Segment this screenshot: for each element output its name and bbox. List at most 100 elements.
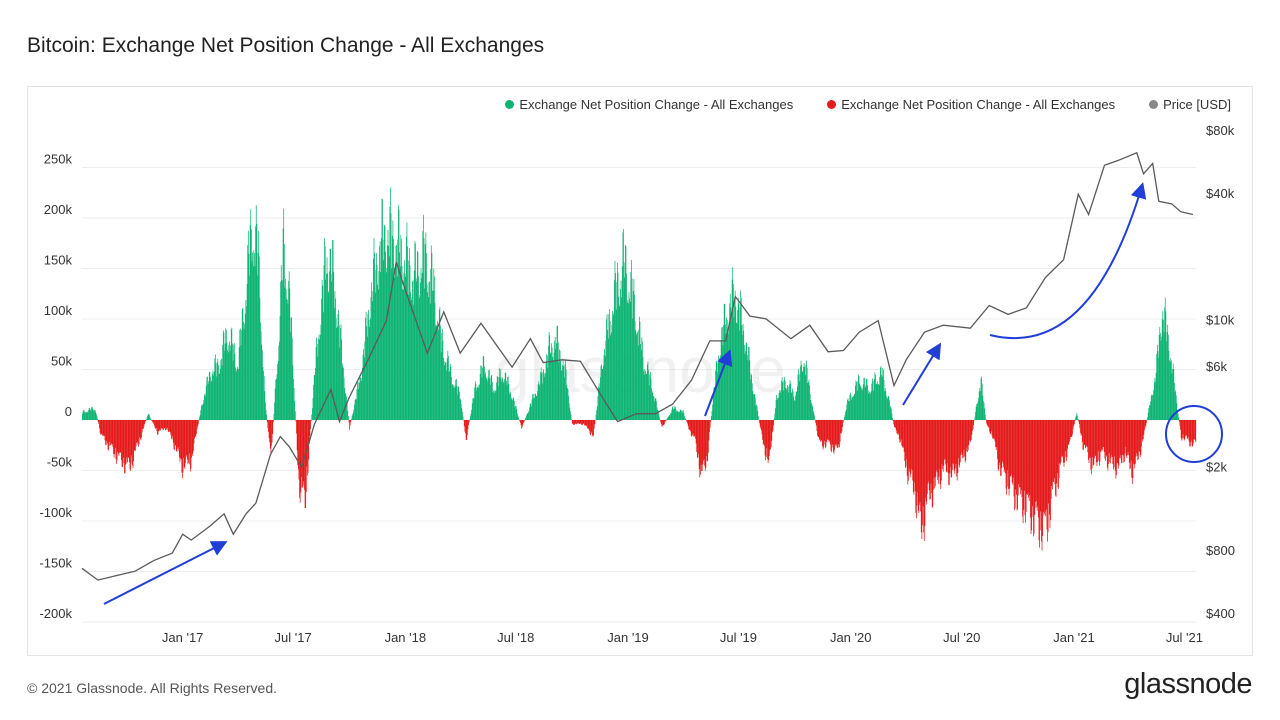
inflow-bar: [546, 355, 548, 420]
outflow-bar: [905, 420, 907, 467]
outflow-bar: [956, 420, 958, 481]
inflow-bar: [415, 278, 417, 420]
outflow-bar: [1134, 420, 1136, 469]
outflow-bar: [1091, 420, 1093, 469]
inflow-bar: [372, 301, 374, 420]
outflow-bar: [919, 420, 921, 503]
inflow-bar: [547, 367, 549, 420]
outflow-bar: [951, 420, 953, 470]
inflow-bar: [634, 294, 635, 420]
inflow-bar: [477, 387, 479, 420]
inflow-bar: [788, 392, 790, 420]
outflow-bar: [828, 420, 830, 443]
inflow-bar: [226, 342, 228, 420]
inflow-bar: [734, 297, 735, 420]
inflow-bar: [528, 410, 530, 420]
inflow-bar: [239, 329, 241, 420]
outflow-bar: [833, 420, 835, 454]
outflow-bar: [950, 420, 952, 478]
inflow-bar: [1164, 307, 1166, 420]
outflow-bar: [594, 420, 596, 425]
inflow-bar: [480, 366, 482, 420]
inflow-bar: [385, 251, 386, 420]
outflow-bar: [930, 420, 931, 500]
inflow-bar: [293, 387, 295, 420]
inflow-bar: [1171, 373, 1173, 420]
outflow-bar: [1055, 420, 1056, 496]
outflow-bar: [694, 420, 696, 436]
inflow-bar: [382, 199, 383, 420]
outflow-bar: [185, 420, 186, 464]
outflow-bar: [1044, 420, 1045, 514]
inflow-bar: [525, 417, 527, 420]
inflow-bar: [597, 396, 599, 420]
inflow-bar: [678, 411, 679, 420]
trend-arrow-2019: [704, 349, 733, 417]
outflow-bar: [114, 420, 116, 455]
outflow-bar: [942, 420, 944, 472]
inflow-bar: [470, 413, 472, 420]
inflow-bar: [632, 318, 634, 420]
outflow-bar: [822, 420, 824, 450]
inflow-bar: [338, 324, 340, 420]
inflow-bar: [756, 406, 758, 420]
outflow-bar: [928, 420, 929, 482]
outflow-bar: [986, 420, 987, 424]
outflow-bar: [296, 420, 298, 451]
inflow-bar: [524, 420, 526, 421]
inflow-bar: [231, 327, 233, 420]
inflow-bar: [375, 269, 377, 420]
outflow-bar: [1057, 420, 1059, 488]
outflow-bar: [124, 420, 126, 474]
inflow-bar: [292, 365, 294, 420]
inflow-bar: [387, 229, 389, 420]
inflow-bar: [744, 353, 746, 420]
outflow-bar: [171, 420, 173, 440]
legend-item-positive[interactable]: Exchange Net Position Change - All Excha…: [505, 97, 793, 112]
legend-item-negative[interactable]: Exchange Net Position Change - All Excha…: [827, 97, 1115, 112]
outflow-bar: [969, 420, 971, 441]
inflow-bar: [485, 377, 487, 420]
outflow-bar: [1114, 420, 1115, 457]
outflow-bar: [174, 420, 175, 451]
inflow-bar: [488, 369, 490, 420]
outflow-bar: [1081, 420, 1083, 435]
outflow-bar: [1103, 420, 1105, 452]
inflow-bar: [278, 345, 280, 420]
outflow-bar: [1052, 420, 1054, 482]
inflow-bar: [737, 297, 739, 420]
outflow-bar: [1002, 420, 1003, 462]
outflow-bar: [136, 420, 138, 442]
inflow-bar: [366, 326, 368, 420]
inflow-bar: [779, 392, 781, 420]
inflow-bar: [1148, 407, 1150, 420]
inflow-bar: [751, 374, 752, 420]
legend-item-price[interactable]: Price [USD]: [1149, 97, 1231, 112]
outflow-bar: [158, 420, 160, 430]
inflow-bar: [854, 385, 856, 420]
outflow-bar: [153, 420, 155, 424]
outflow-bar: [1131, 420, 1133, 485]
inflow-bar: [615, 272, 616, 420]
inflow-bar: [635, 334, 637, 420]
outflow-bar: [1031, 420, 1033, 531]
outflow-bar: [1119, 420, 1121, 456]
inflow-bar: [274, 388, 276, 420]
inflow-bar: [245, 299, 247, 420]
outflow-bar: [897, 420, 898, 435]
outflow-bar: [1144, 420, 1145, 431]
outflow-bar: [581, 420, 583, 426]
inflow-bar: [91, 406, 93, 420]
inflow-bar: [862, 384, 864, 420]
outflow-bar: [198, 420, 200, 421]
outflow-bar: [937, 420, 939, 480]
outflow-bar: [760, 420, 762, 429]
inflow-bar: [457, 387, 459, 420]
inflow-bar: [1150, 401, 1151, 420]
inflow-bar: [538, 381, 540, 420]
inflow-bar: [618, 304, 620, 420]
inflow-bar: [220, 360, 222, 420]
outflow-bar: [964, 420, 966, 463]
inflow-bar: [208, 372, 210, 420]
inflow-bar: [487, 381, 488, 420]
